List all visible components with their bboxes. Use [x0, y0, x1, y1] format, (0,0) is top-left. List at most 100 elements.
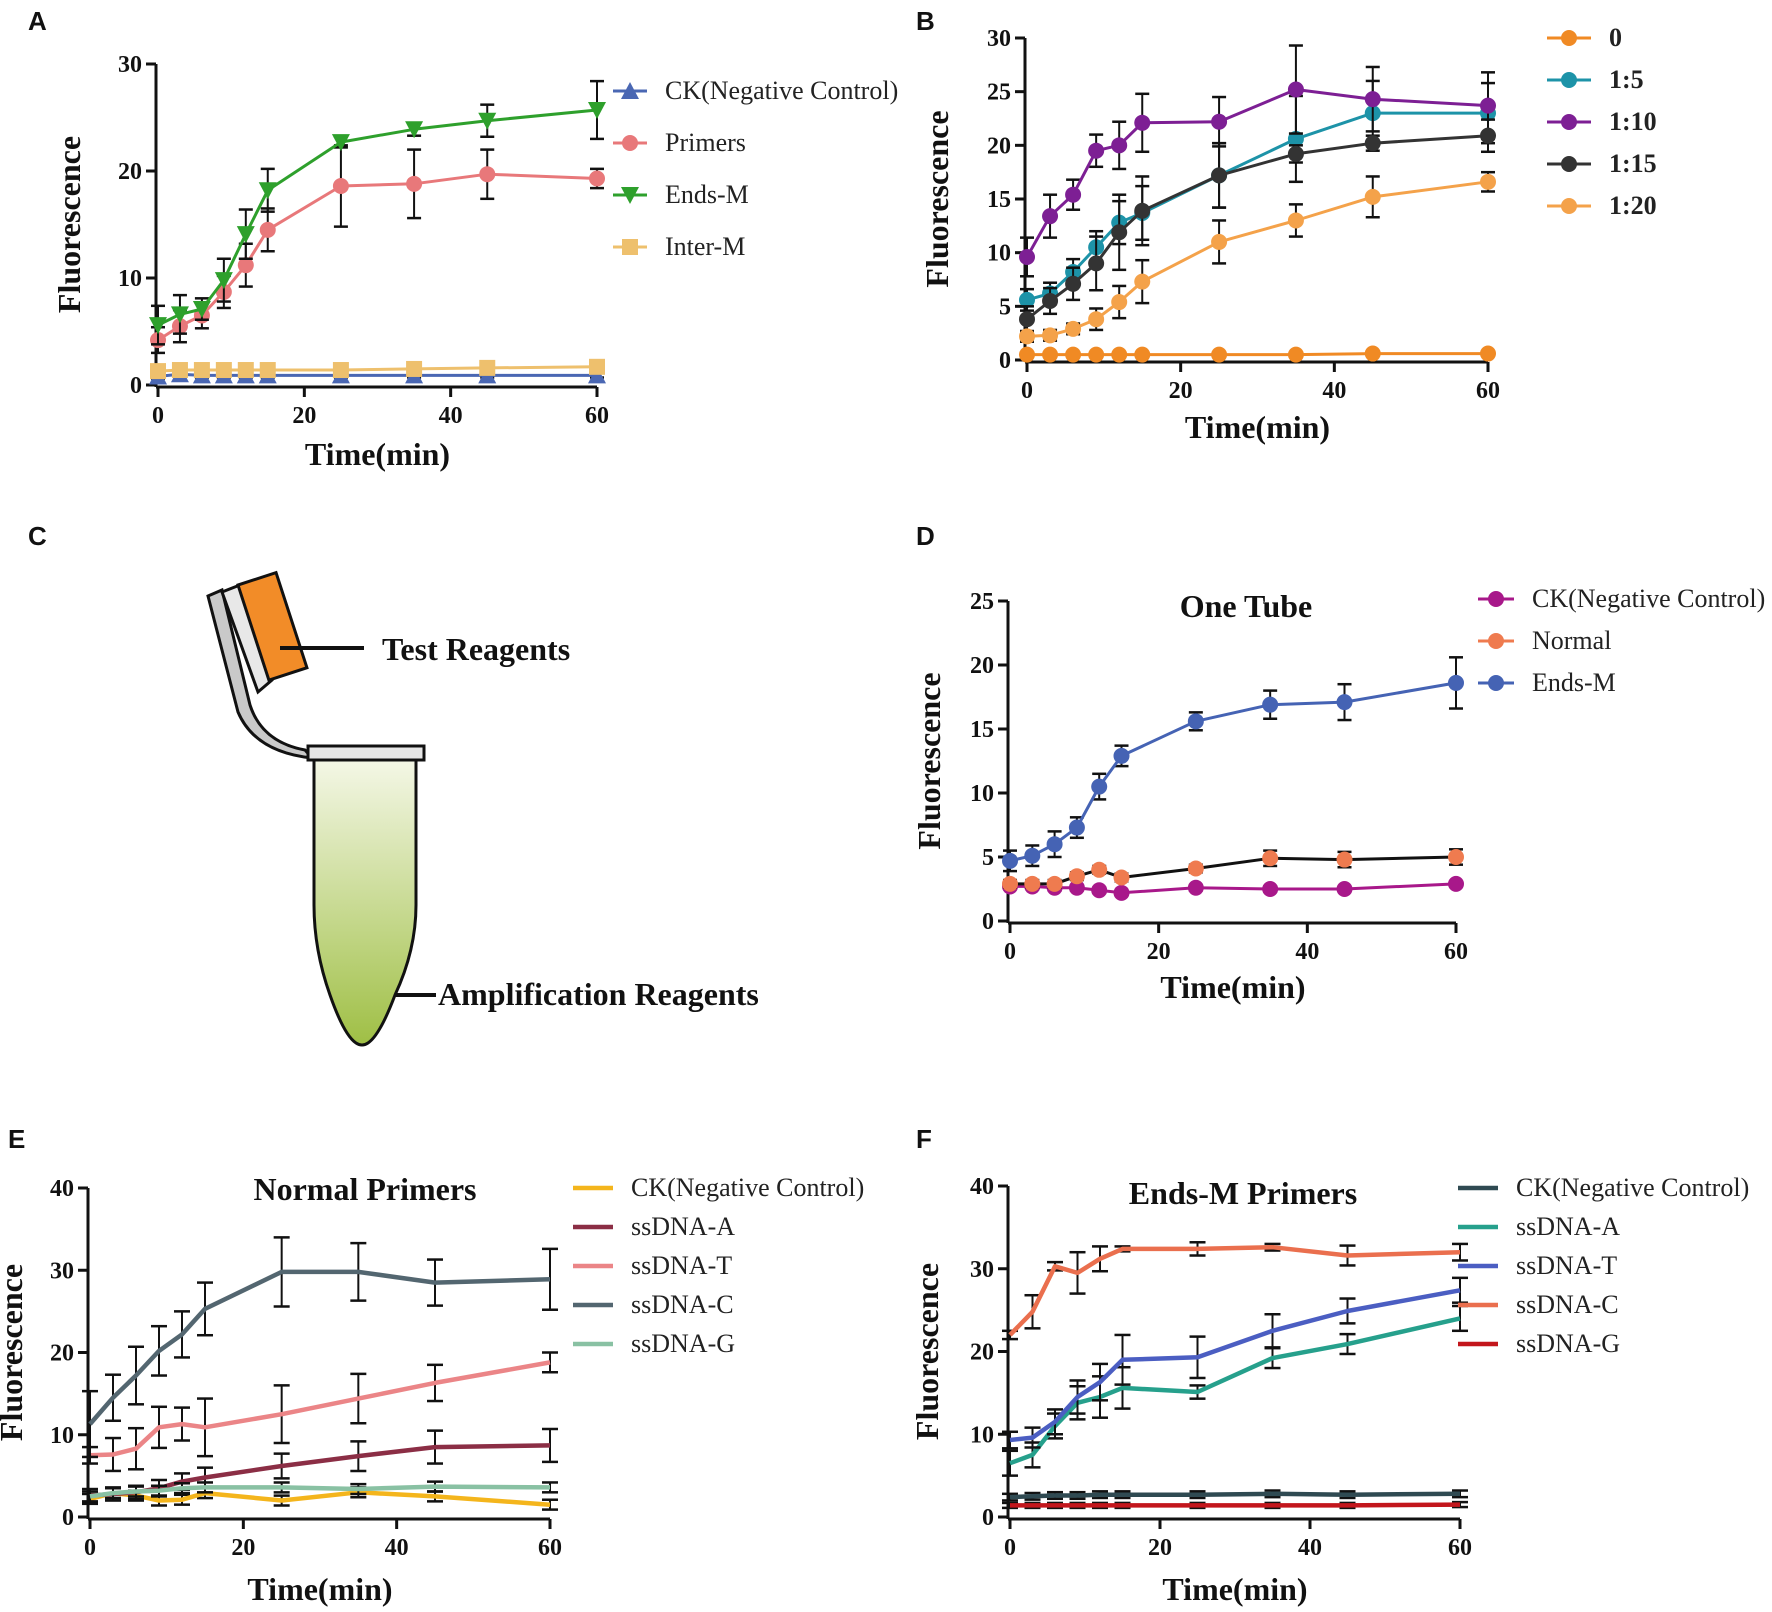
chart-b-point-1-5 [1019, 291, 1035, 308]
chart-d-xtick-label: 0 [1004, 939, 1016, 965]
chart-d-point-ck-negative-control [1262, 881, 1279, 897]
chart-e-legend-item-ck-negative-control: CK(Negative Control) [573, 1173, 864, 1202]
chart-d-point-ends-m [1187, 713, 1204, 730]
chart-b-x-label: Time(min) [1185, 409, 1330, 445]
chart-b-legend-marker [1561, 198, 1577, 214]
chart-d-point-ends-m [1336, 694, 1353, 711]
chart-b-point-1-10 [1211, 113, 1228, 130]
chart-f-legend-label: ssDNA-G [1516, 1329, 1620, 1358]
chart-f-series-ssdna-c [1002, 1241, 1468, 1341]
chart-b-point-0 [1065, 346, 1082, 363]
chart-b-legend-item-1-20: 1:20 [1547, 191, 1657, 220]
chart-b-series-1-5 [1019, 79, 1496, 312]
chart-d-legend-item-ends-m: Ends-M [1478, 668, 1616, 697]
chart-a-point-ends-m [405, 121, 424, 139]
chart-b-point-0 [1211, 346, 1228, 363]
chart-e-legend-label: ssDNA-A [631, 1212, 735, 1241]
chart-d-legend-marker [1488, 675, 1504, 691]
chart-a-x-label: Time(min) [305, 436, 450, 472]
panel-label-c: C [28, 521, 47, 551]
chart-b-point-1-15 [1480, 127, 1496, 144]
chart-b-point-1-20 [1480, 173, 1496, 190]
chart-b-ytick-label: 0 [999, 348, 1011, 374]
chart-d-point-ends-m [1068, 819, 1085, 836]
chart-f-ytick-label: 40 [970, 1174, 994, 1200]
chart-f-series-ssdna-a [1002, 1304, 1468, 1477]
chart-a-xtick-label: 60 [585, 403, 609, 429]
chart-a-point-ends-m [214, 272, 233, 290]
chart-e-legend-label: CK(Negative Control) [631, 1173, 864, 1202]
chart-f-series-ssdna-g [1002, 1500, 1468, 1510]
chart-a-point-ends-m [478, 112, 497, 130]
chart-d-series-ends-m [1002, 656, 1464, 873]
chart-e-ytick-label: 10 [50, 1423, 74, 1449]
panel-label-e: E [8, 1124, 25, 1154]
chart-d-line-ck-negative-control [1010, 882, 1457, 895]
chart-d-point-ends-m [1113, 747, 1130, 764]
chart-d-title: One Tube [1180, 588, 1313, 624]
chart-e-xtick-label: 40 [385, 1535, 409, 1561]
chart-d-ytick-label: 25 [970, 589, 994, 615]
chart-e-line-ssdna-t [89, 1360, 551, 1458]
chart-b-line-1-20 [1026, 180, 1489, 338]
chart-e-ytick-label: 0 [62, 1505, 74, 1531]
chart-a-legend-label: Ends-M [665, 180, 749, 209]
chart-d: 0 5 10 15 20 25 0 20 40 60 Time(min) Fluorescence On… [911, 584, 1765, 1005]
chart-a-ytick-label: 0 [130, 373, 142, 399]
panel-label-d: D [916, 521, 935, 551]
chart-e-line-ssdna-c [88, 1269, 551, 1426]
chart-d-legend-item-ck-negative-control: CK(Negative Control) [1478, 584, 1765, 613]
chart-f-legend-label: ssDNA-A [1516, 1212, 1620, 1241]
chart-f: 0 10 20 30 40 0 20 40 60 Time(min) Fluorescence End… [909, 1173, 1749, 1607]
chart-d-ytick-label: 20 [970, 653, 994, 679]
chart-d-legend-marker [1488, 591, 1504, 607]
chart-a-point-inter-m [479, 359, 496, 376]
chart-f-title: Ends-M Primers [1129, 1175, 1357, 1211]
chart-b-ytick-label: 20 [987, 133, 1011, 159]
chart-d-point-normal [1068, 868, 1085, 885]
chart-d-point-normal [1046, 875, 1063, 892]
chart-d-point-normal [1448, 849, 1464, 865]
chart-d-point-ck-negative-control [1091, 882, 1108, 899]
chart-b-point-1-20 [1211, 233, 1228, 250]
chart-e-y-label: Fluorescence [0, 1264, 29, 1441]
chart-e-ytick-label: 40 [50, 1176, 74, 1202]
tube-body [312, 758, 418, 1047]
chart-b-point-1-15 [1042, 292, 1059, 309]
chart-e-line-ssdna-g [89, 1484, 551, 1499]
chart-a-line-inter-m [157, 365, 598, 373]
chart-b-point-1-15 [1065, 275, 1082, 292]
chart-f-y-label: Fluorescence [909, 1263, 945, 1440]
chart-d-point-normal [1336, 851, 1353, 868]
chart-b-legend-marker [1561, 72, 1577, 88]
chart-b-point-1-10 [1019, 248, 1035, 265]
chart-b-line-0 [1027, 352, 1488, 357]
chart-b-point-0 [1287, 346, 1304, 363]
chart-f-ytick-label: 0 [982, 1505, 994, 1531]
chart-b-legend-label: 1:20 [1609, 191, 1657, 220]
chart-f-legend-item-ssdna-g: ssDNA-G [1458, 1329, 1620, 1358]
chart-a-legend-marker [622, 135, 638, 151]
chart-b-point-0 [1134, 346, 1151, 363]
chart-a-line-primers [157, 172, 598, 342]
chart-b-point-1-10 [1480, 97, 1496, 114]
chart-b-point-1-10 [1287, 81, 1304, 98]
chart-f-line-ssdna-a [1009, 1316, 1461, 1466]
chart-a-ytick-label: 10 [118, 266, 142, 292]
chart-b-series-0 [1019, 345, 1496, 363]
chart-e-legend-item-ssdna-g: ssDNA-G [573, 1329, 735, 1358]
chart-b-xtick-label: 20 [1169, 378, 1193, 404]
chart-a-point-primers [259, 221, 276, 238]
chart-b-y-label: Fluorescence [919, 110, 955, 287]
chart-b-point-1-10 [1111, 137, 1128, 154]
chart-d-legend-label: CK(Negative Control) [1532, 584, 1765, 613]
chart-b-legend-item-0: 0 [1547, 23, 1622, 52]
panel-label-b: B [916, 6, 935, 36]
lid-test-reagent [236, 570, 309, 682]
chart-b-point-1-15 [1211, 167, 1228, 184]
chart-b-xtick-label: 60 [1476, 378, 1500, 404]
chart-b-ytick-label: 5 [999, 294, 1011, 320]
chart-d-ytick-label: 5 [982, 845, 994, 871]
chart-a-line-ends-m [157, 108, 598, 327]
chart-a-point-ends-m [588, 102, 606, 120]
